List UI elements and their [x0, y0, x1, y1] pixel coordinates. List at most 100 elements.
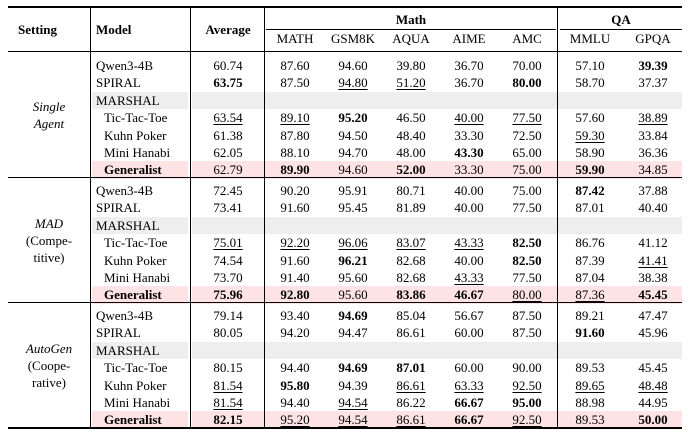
cell-mmlu: 57.60 — [575, 110, 605, 126]
cell-math: 90.20 — [280, 183, 310, 198]
marshal-label: MARSHAL — [96, 217, 160, 233]
cell-math: 89.90 — [280, 162, 310, 178]
cell-aqua: 86.61 — [396, 325, 426, 341]
cell-aqua: 39.80 — [396, 58, 426, 73]
cell-amc: 87.50 — [512, 308, 542, 323]
cell-gsm8k: 94.69 — [338, 360, 368, 376]
setting-label: (Compe- — [25, 232, 73, 248]
model-name: Generalist — [104, 162, 162, 178]
cell-aime: 63.33 — [454, 377, 484, 393]
cell-aime: 40.00 — [454, 252, 484, 268]
vertical-rule — [190, 7, 191, 427]
cell-average: 62.05 — [213, 145, 243, 160]
setting-label: Single — [32, 99, 66, 115]
setting-label: MAD — [34, 215, 64, 231]
model-name: Kuhn Poker — [104, 377, 167, 393]
cell-average: 80.15 — [213, 360, 243, 376]
cell-aqua: 82.68 — [396, 252, 426, 268]
setting-label: rative) — [32, 374, 66, 390]
cell-mmlu: 87.39 — [575, 252, 605, 268]
marshal-label: MARSHAL — [96, 92, 160, 108]
cell-aqua: 48.40 — [396, 127, 426, 143]
header-setting: Setting — [18, 22, 57, 37]
cell-amc: 82.50 — [512, 235, 542, 251]
cell-gsm8k: 96.06 — [338, 235, 368, 251]
model-name: Qwen3-4B — [96, 183, 154, 198]
cell-gsm8k: 94.54 — [338, 412, 368, 428]
marshal-highlight — [192, 91, 682, 110]
cell-average: 81.54 — [213, 395, 243, 410]
cell-mmlu: 88.98 — [575, 395, 605, 410]
cell-average: 61.38 — [213, 127, 243, 143]
marshal-highlight — [192, 341, 682, 360]
cell-aqua: 51.20 — [396, 75, 426, 91]
section-rule — [8, 302, 682, 303]
cell-mmlu: 89.65 — [575, 377, 605, 393]
cell-gpqa: 34.85 — [638, 162, 668, 178]
cell-gpqa: 48.48 — [638, 377, 668, 393]
cell-gpqa: 37.37 — [638, 75, 668, 91]
cell-gsm8k: 95.45 — [338, 200, 368, 216]
cell-amc: 75.00 — [512, 183, 542, 198]
cell-math: 87.80 — [280, 127, 310, 143]
cell-gpqa: 36.36 — [638, 145, 668, 160]
header-mmlu: MMLU — [569, 31, 611, 46]
cell-math: 91.60 — [280, 200, 310, 216]
cell-mmlu: 87.42 — [575, 183, 605, 198]
cell-aime: 66.67 — [454, 395, 484, 410]
cell-gsm8k: 96.21 — [338, 252, 368, 268]
cell-gsm8k: 94.60 — [338, 58, 368, 73]
cell-aime: 33.30 — [454, 127, 484, 143]
marshal-highlight — [92, 341, 188, 360]
vertical-rule — [557, 7, 558, 427]
cell-aqua: 86.22 — [396, 395, 426, 410]
cell-average: 74.54 — [213, 252, 243, 268]
model-name: Tic-Tac-Toe — [104, 235, 168, 251]
cell-math: 92.20 — [280, 235, 310, 251]
model-name: Mini Hanabi — [104, 270, 171, 285]
setting-label: AutoGen — [25, 340, 73, 356]
cell-math: 91.60 — [280, 252, 310, 268]
vertical-rule — [90, 7, 91, 427]
cell-average: 80.05 — [213, 325, 243, 341]
cell-math: 93.40 — [280, 308, 310, 323]
cell-gpqa: 47.47 — [638, 308, 668, 323]
cell-amc: 70.00 — [512, 58, 542, 73]
cell-aqua: 86.61 — [396, 377, 426, 393]
cell-aime: 43.30 — [454, 145, 484, 160]
cell-amc: 80.00 — [512, 287, 542, 303]
setting-label: titive) — [33, 249, 65, 265]
cell-gsm8k: 94.80 — [338, 75, 368, 91]
cell-aqua: 48.00 — [396, 145, 426, 160]
cell-gpqa: 41.12 — [638, 235, 668, 251]
cell-amc: 87.50 — [512, 325, 542, 341]
cell-aime: 40.00 — [454, 200, 484, 216]
cell-gpqa: 50.00 — [638, 412, 668, 428]
cell-aqua: 81.89 — [396, 200, 426, 216]
model-name: Qwen3-4B — [96, 308, 154, 323]
cell-average: 79.14 — [213, 308, 243, 323]
top-rule — [8, 6, 682, 8]
generalist-highlight — [92, 161, 188, 179]
header-model: Model — [96, 22, 132, 37]
cell-aime: 33.30 — [454, 162, 484, 178]
cell-amc: 72.50 — [512, 127, 542, 143]
cell-gsm8k: 94.47 — [338, 325, 368, 341]
cell-aqua: 83.86 — [396, 287, 426, 303]
header-group-math: Math — [395, 12, 427, 27]
cell-aime: 36.70 — [454, 75, 484, 91]
cell-gsm8k: 94.69 — [338, 308, 368, 323]
cell-mmlu: 86.76 — [575, 235, 605, 251]
marshal-highlight — [92, 91, 188, 110]
cell-gsm8k: 94.70 — [338, 145, 368, 160]
cell-mmlu: 87.01 — [575, 200, 605, 216]
cell-gpqa: 38.38 — [638, 270, 668, 285]
cell-math: 95.20 — [280, 412, 310, 428]
cell-gsm8k: 95.91 — [338, 183, 368, 198]
marshal-label: MARSHAL — [96, 342, 160, 358]
generalist-highlight — [92, 411, 188, 429]
header-amc: AMC — [512, 31, 542, 46]
cell-mmlu: 59.90 — [575, 162, 605, 178]
cell-mmlu: 58.70 — [575, 75, 605, 91]
cell-math: 94.20 — [280, 325, 310, 341]
